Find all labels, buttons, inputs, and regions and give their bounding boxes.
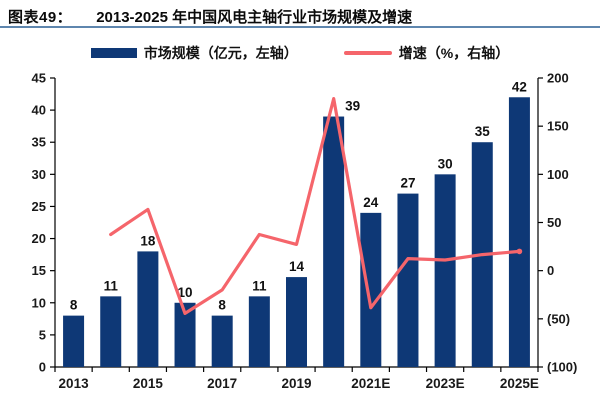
- bar-data-label: 39: [345, 99, 360, 114]
- x-axis-tick-label: 2013: [59, 376, 90, 391]
- y-axis-left-tick-label: 30: [32, 167, 46, 182]
- growth-rate-line-endpoint: [516, 248, 523, 255]
- bar-2019: [286, 277, 307, 367]
- bar-2013: [63, 315, 85, 367]
- bar-data-label: 8: [70, 298, 78, 313]
- y-axis-left-tick-label: 5: [39, 327, 46, 342]
- y-axis-left-tick-label: 25: [32, 199, 46, 214]
- bar-data-label: 24: [363, 195, 379, 210]
- bar-data-label: 27: [400, 176, 415, 191]
- y-axis-left-tick-label: 45: [32, 71, 46, 86]
- bar-swatch-icon: [90, 48, 137, 58]
- bar-2017: [211, 315, 233, 367]
- bar-data-label: 42: [512, 79, 527, 94]
- bar-2016: [174, 302, 196, 367]
- bar-data-label: 11: [252, 278, 267, 293]
- y-axis-right-tick-label: 50: [547, 215, 561, 230]
- header-underline: [0, 26, 600, 28]
- y-axis-right-tick-label: (100): [547, 360, 577, 375]
- y-axis-right-tick-label: (50): [547, 311, 570, 326]
- x-axis-tick-label: 2021E: [351, 376, 390, 391]
- bar-data-label: 11: [104, 278, 119, 293]
- legend-item-market-size: 市场规模（亿元，左轴）: [90, 43, 298, 63]
- y-axis-left-tick-label: 0: [39, 360, 46, 375]
- y-axis-right-tick-label: 200: [547, 71, 569, 86]
- bar-data-label: 10: [178, 285, 193, 300]
- chart-legend: 市场规模（亿元，左轴） 增速（%，右轴）: [0, 43, 600, 63]
- bar-data-label: 18: [140, 233, 156, 248]
- bar-2015: [137, 251, 159, 367]
- y-axis-left-tick-label: 35: [32, 135, 46, 150]
- x-axis-tick-label: 2019: [281, 376, 311, 391]
- bar-2018: [248, 296, 270, 367]
- x-axis-tick-label: 2023E: [426, 376, 465, 391]
- y-axis-right-tick-label: 150: [547, 119, 569, 134]
- bar-2023E: [434, 174, 456, 367]
- y-axis-left-tick-label: 15: [32, 263, 46, 278]
- bar-data-label: 14: [289, 259, 305, 274]
- y-axis-right-tick-label: 100: [547, 167, 569, 182]
- x-axis-tick-label: 2017: [207, 376, 237, 391]
- bar-data-label: 8: [218, 298, 226, 313]
- bar-data-label: 30: [438, 156, 453, 171]
- figure-title: 2013-2025 年中国风电主轴行业市场规模及增速: [96, 9, 413, 26]
- x-axis-tick-label: 2025E: [500, 376, 539, 391]
- y-axis-left-tick-label: 20: [32, 231, 46, 246]
- growth-rate-line: [109, 97, 521, 315]
- legend-label-market-size: 市场规模（亿元，左轴）: [143, 45, 298, 61]
- bar-2022E: [397, 193, 419, 367]
- bar-2014: [100, 296, 122, 367]
- legend-label-growth-rate: 增速（%，右轴）: [398, 45, 510, 61]
- line-swatch-icon: [343, 51, 392, 55]
- figure-number-label: 图表49：: [8, 9, 73, 26]
- bar-2020: [323, 116, 345, 368]
- x-axis-tick-label: 2015: [133, 376, 164, 391]
- y-axis-left-tick-label: 40: [32, 103, 46, 118]
- bar-2025E: [508, 97, 530, 368]
- y-axis-right-tick-label: 0: [547, 263, 554, 278]
- bar-2021E: [360, 212, 382, 367]
- legend-item-growth-rate: 增速（%，右轴）: [343, 43, 510, 63]
- bar-data-label: 35: [475, 124, 491, 139]
- y-axis-left-tick-label: 10: [32, 295, 46, 310]
- figure-header: 图表49： 2013-2025 年中国风电主轴行业市场规模及增速: [8, 6, 596, 27]
